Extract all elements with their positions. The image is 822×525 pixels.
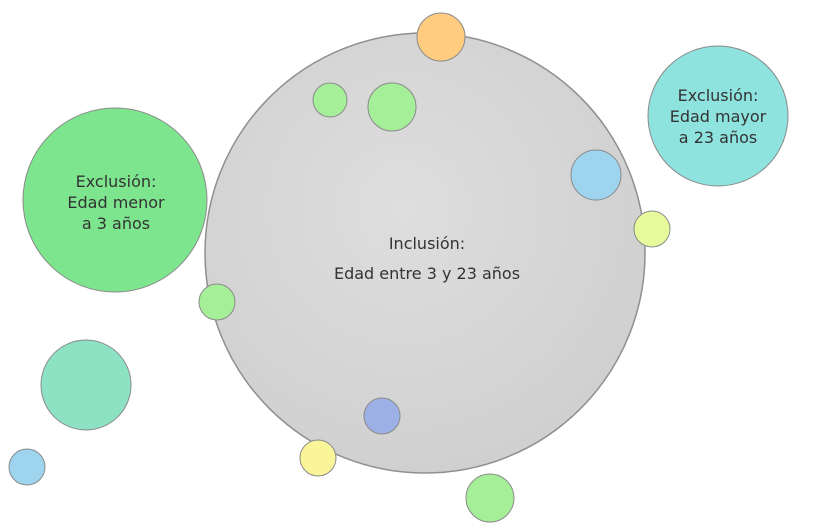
exclusion-left-line-3: a 3 años — [82, 214, 150, 233]
small-bubble-teal-bottom-left — [40, 339, 132, 431]
small-bubble-blue-right — [570, 149, 622, 201]
small-bubble-navy-bottom — [363, 397, 401, 435]
small-bubble-green-left — [198, 283, 236, 321]
small-bubble-green-a — [312, 82, 348, 118]
inclusion-subtitle: Edad entre 3 y 23 años — [334, 264, 520, 283]
inclusion-circle — [204, 32, 646, 474]
small-bubble-lime-right — [633, 210, 671, 248]
inclusion-title: Inclusión: — [389, 234, 465, 253]
exclusion-left-circle — [22, 107, 208, 293]
exclusion-right-line-2: Edad mayor — [670, 107, 767, 126]
exclusion-right-line-1: Exclusión: — [678, 86, 759, 105]
exclusion-right-circle — [647, 45, 789, 187]
exclusion-left-line-1: Exclusión: — [76, 172, 157, 191]
exclusion-left-line-2: Edad menor — [67, 193, 165, 212]
small-bubble-green-b — [367, 82, 417, 132]
small-bubble-yellow-bottom — [299, 439, 337, 477]
small-bubble-blue-corner — [8, 448, 46, 486]
small-bubble-green-bottom — [465, 473, 515, 523]
exclusion-right-line-3: a 23 años — [679, 128, 757, 147]
small-bubble-orange-top — [416, 12, 466, 62]
